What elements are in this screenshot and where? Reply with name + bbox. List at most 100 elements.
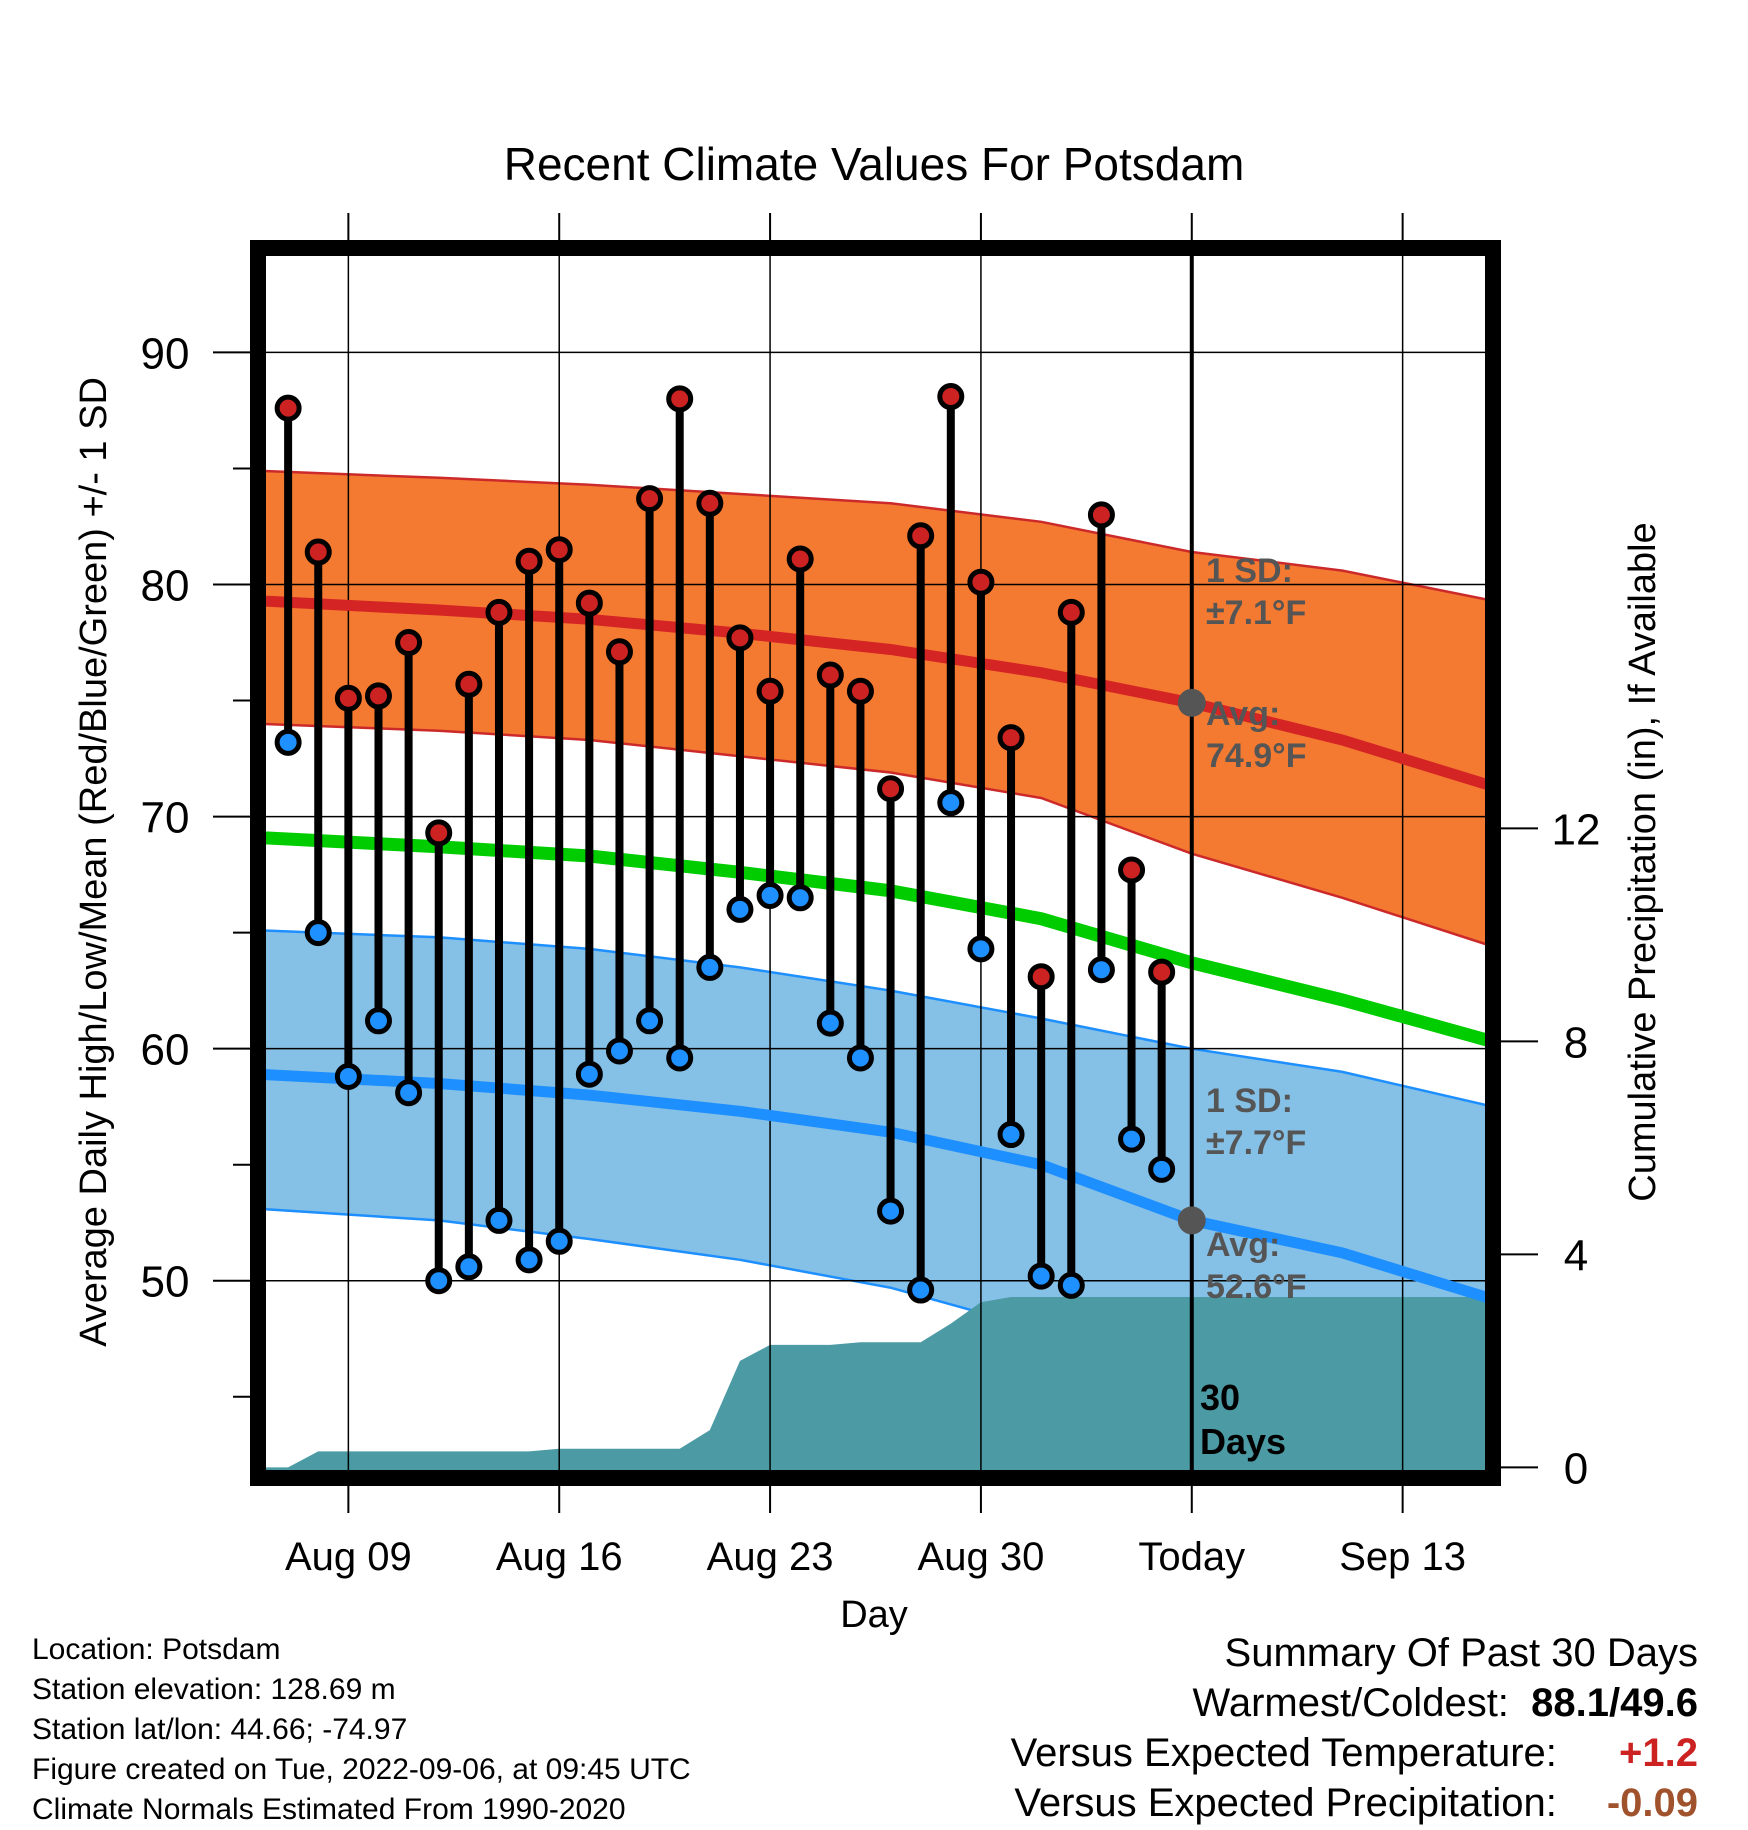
high-sd-band — [258, 470, 1493, 947]
today-low-avg-point — [1177, 1206, 1206, 1235]
daily-high-point — [1148, 958, 1176, 986]
daily-high-point — [485, 598, 513, 626]
daily-low-point — [425, 1267, 453, 1295]
x-axis-label: Day — [840, 1594, 908, 1636]
daily-high-point — [846, 677, 874, 705]
low-avg-label: Avg: 52.6°F — [1206, 1226, 1307, 1306]
warm-cold-row: Warmest/Coldest: 88.1/49.6 — [1192, 1681, 1698, 1725]
daily-low-point — [455, 1253, 483, 1281]
normals-text: Climate Normals Estimated From 1990-2020 — [32, 1793, 626, 1826]
elevation-text: Station elevation: 128.69 m — [32, 1673, 396, 1706]
low-sd-label: 1 SD: ±7.7°F — [1206, 1082, 1306, 1162]
y-tick-label-right: 0 — [1564, 1444, 1588, 1493]
today-high-avg-point — [1177, 688, 1206, 717]
daily-high-point — [1087, 501, 1115, 529]
daily-high-point — [304, 538, 332, 566]
precip-row: Versus Expected Precipitation: -0.09 — [1011, 1778, 1698, 1828]
temp-value: +1.2 — [1619, 1731, 1698, 1775]
daily-high-point — [1057, 598, 1085, 626]
latlon-text: Station lat/lon: 44.66; -74.97 — [32, 1713, 408, 1746]
daily-high-point — [1027, 963, 1055, 991]
y-tick-label-left: 60 — [141, 1026, 190, 1075]
daily-low-point — [786, 884, 814, 912]
x-tick-label: Aug 16 — [496, 1535, 623, 1579]
plot-content: 1 SD: ±7.1°F Avg: 74.9°F 1 SD: ±7.7°F Avg: 52.6… — [258, 248, 1493, 1478]
daily-low-point — [515, 1246, 543, 1274]
daily-low-point — [756, 881, 784, 909]
daily-high-point — [605, 638, 633, 666]
x-tick-label: Sep 13 — [1339, 1535, 1466, 1579]
summary-panel: Summary Of Past 30 Days Warmest/Coldest:… — [1011, 1628, 1698, 1828]
daily-high-point — [816, 661, 844, 689]
daily-low-point — [907, 1276, 935, 1304]
daily-high-point — [997, 724, 1025, 752]
x-tick-label: Today — [1138, 1535, 1245, 1579]
temp-row: Versus Expected Temperature: +1.2 — [1011, 1728, 1698, 1778]
y-tick-label-left: 50 — [141, 1258, 190, 1307]
y-tick-label-right: 12 — [1552, 805, 1601, 854]
daily-high-point — [334, 684, 362, 712]
today-days-label: 30 Days — [1200, 1377, 1286, 1462]
daily-low-point — [636, 1007, 664, 1035]
high-avg-label: Avg: 74.9°F — [1206, 695, 1307, 775]
daily-low-point — [1118, 1125, 1146, 1153]
warmest-value: 88.1 — [1531, 1681, 1610, 1725]
daily-high-point — [967, 568, 995, 596]
daily-high-point — [636, 485, 664, 513]
daily-high-point — [1118, 856, 1146, 884]
daily-low-point — [696, 953, 724, 981]
daily-low-point — [1087, 956, 1115, 984]
y-tick-label-right: 4 — [1564, 1231, 1588, 1280]
daily-high-point — [907, 522, 935, 550]
x-tick-label: Aug 30 — [918, 1535, 1045, 1579]
daily-high-point — [666, 385, 694, 413]
warm-cold-label: Warmest/Coldest: — [1192, 1681, 1509, 1725]
daily-low-point — [1148, 1155, 1176, 1183]
y-axis-right-label: Cumulative Precipitation (in), If Availa… — [1622, 522, 1664, 1201]
precip-label: Versus Expected Precipitation: — [1014, 1781, 1557, 1825]
high-sd-label: 1 SD: ±7.1°F — [1206, 552, 1306, 632]
daily-low-point — [726, 895, 754, 923]
daily-high-point — [545, 536, 573, 564]
daily-high-point — [786, 545, 814, 573]
daily-high-point — [877, 775, 905, 803]
location-text: Location: Potsdam — [32, 1633, 281, 1666]
station-info: Location: Potsdam Station elevation: 128… — [32, 1630, 691, 1830]
y-tick-label-left: 90 — [141, 329, 190, 378]
daily-low-point — [605, 1037, 633, 1065]
daily-low-point — [304, 919, 332, 947]
created-text: Figure created on Tue, 2022-09-06, at 09… — [32, 1753, 691, 1786]
daily-low-point — [575, 1060, 603, 1088]
daily-high-point — [575, 589, 603, 617]
daily-low-point — [937, 789, 965, 817]
daily-high-point — [726, 624, 754, 652]
high-sd-lower-edge — [258, 722, 1493, 948]
daily-low-point — [846, 1044, 874, 1072]
y-tick-label-right: 8 — [1564, 1018, 1588, 1067]
high-sd-upper-edge — [258, 469, 1493, 603]
daily-low-point — [364, 1007, 392, 1035]
daily-low-point — [1027, 1262, 1055, 1290]
daily-high-point — [937, 383, 965, 411]
daily-low-point — [967, 935, 995, 963]
y-tick-label-left: 70 — [141, 794, 190, 843]
daily-high-point — [395, 629, 423, 657]
plot-frame — [250, 240, 1501, 1486]
coldest-value: 49.6 — [1620, 1681, 1698, 1725]
daily-high-point — [756, 677, 784, 705]
daily-low-point — [877, 1197, 905, 1225]
daily-low-point — [485, 1206, 513, 1234]
x-tick-label: Aug 09 — [285, 1535, 412, 1579]
daily-high-point — [274, 394, 302, 422]
x-tick-label: Aug 23 — [707, 1535, 834, 1579]
daily-low-point — [1057, 1271, 1085, 1299]
y-tick-label-left: 80 — [141, 562, 190, 611]
daily-low-point — [997, 1121, 1025, 1149]
daily-low-point — [545, 1227, 573, 1255]
summary-title: Summary Of Past 30 Days — [1224, 1631, 1698, 1675]
precip-value: -0.09 — [1606, 1781, 1698, 1825]
daily-high-point — [455, 670, 483, 698]
daily-high-point — [364, 682, 392, 710]
daily-low-point — [334, 1063, 362, 1091]
plot-area: 1 SD: ±7.1°F Avg: 74.9°F 1 SD: ±7.7°F Avg: 52.6… — [141, 213, 1601, 1579]
